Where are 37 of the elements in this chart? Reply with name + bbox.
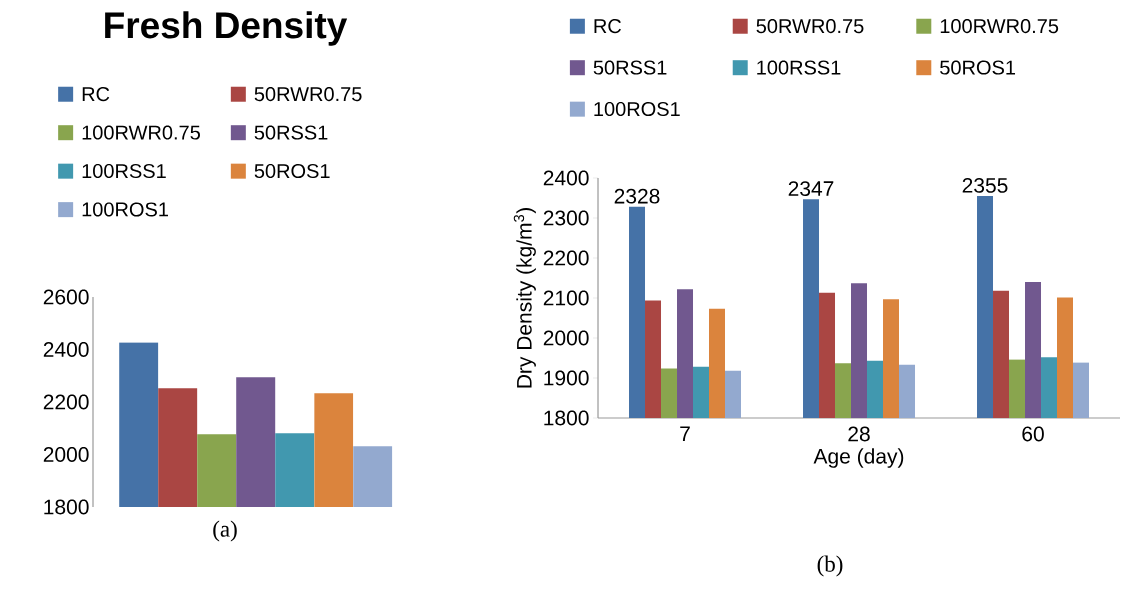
legend-label: RC — [82, 87, 110, 102]
legend-label: 50ROS1 — [940, 60, 1016, 75]
y-tick-label: 2000 — [543, 330, 589, 346]
legend-label: 50RSS1 — [593, 60, 667, 75]
x-tick-label: 60 — [1022, 426, 1044, 442]
y-tick-label: 1800 — [544, 410, 589, 426]
y-tick-label: 2600 — [43, 289, 89, 305]
legend-label: 100RSS1 — [757, 60, 841, 75]
y-tick-label: 2200 — [43, 394, 89, 410]
y-tick-label: 2300 — [543, 210, 589, 226]
legend-label: 50RWR0.75 — [756, 19, 864, 34]
legend-label: 100ROS1 — [82, 202, 168, 217]
text: (a) — [213, 520, 237, 542]
y-tick-label: 2000 — [43, 447, 89, 462]
y-axis-title: Dry Density (kg/m$^{3}$) — [513, 208, 536, 388]
text: (b) — [817, 555, 843, 577]
x-tick-label: 7 — [680, 426, 690, 441]
y-tick-label: 2400 — [543, 170, 589, 186]
legend-label: 50RSS1 — [254, 125, 328, 140]
y-tick-label: 1800 — [44, 499, 89, 515]
y-tick-label: 1900 — [544, 370, 589, 386]
data-label: 2328 — [614, 188, 660, 204]
legend-label: 100RWR0.75 — [940, 19, 1059, 34]
data-label: 2355 — [962, 177, 1008, 193]
data-label: 2347 — [788, 181, 834, 196]
x-tick-label: 28 — [848, 426, 870, 442]
chart-title: Fresh Density — [105, 11, 348, 46]
y-tick-label: 2400 — [43, 342, 89, 357]
legend-label: 100RWR0.75 — [82, 125, 200, 140]
legend-label: RC — [594, 19, 622, 34]
legend-label: 50ROS1 — [254, 163, 330, 179]
y-tick-label: 2100 — [543, 290, 589, 306]
legend-label: 100RSS1 — [82, 163, 166, 179]
x-axis-title: Age (day) — [813, 448, 904, 468]
y-tick-label: 2200 — [543, 250, 589, 266]
legend-label: 100ROS1 — [594, 101, 680, 117]
legend-label: 50RWR0.75 — [254, 87, 362, 102]
